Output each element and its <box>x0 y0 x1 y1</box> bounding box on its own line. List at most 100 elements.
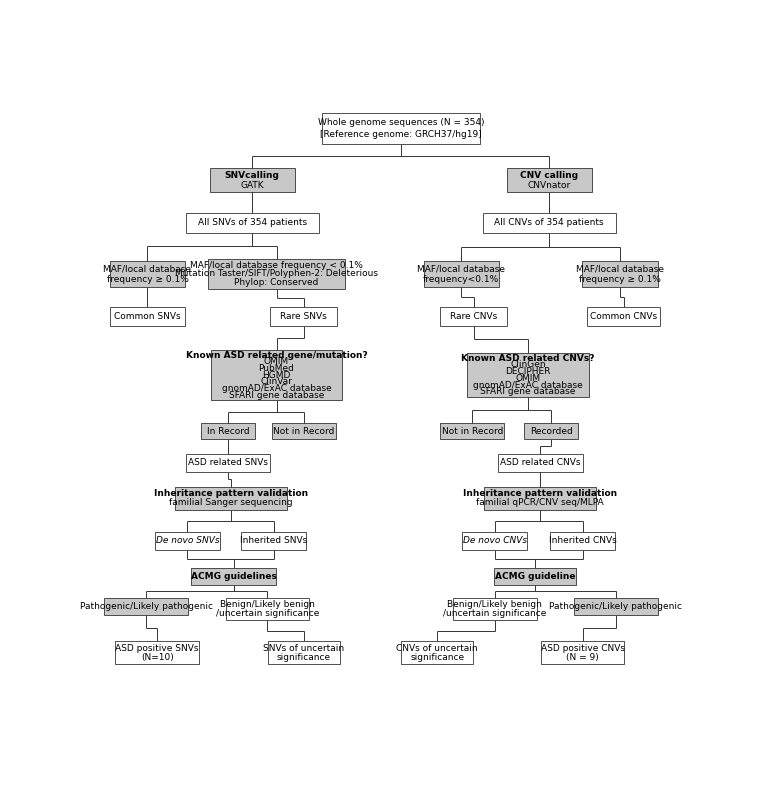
FancyBboxPatch shape <box>440 308 507 326</box>
Text: All CNVs of 354 patients: All CNVs of 354 patients <box>494 218 604 227</box>
Text: Pathogenic/Likely pathogenic: Pathogenic/Likely pathogenic <box>80 602 213 611</box>
Text: GATK: GATK <box>241 180 264 190</box>
FancyBboxPatch shape <box>105 598 188 615</box>
FancyBboxPatch shape <box>115 642 199 664</box>
Text: OMIM: OMIM <box>264 358 289 366</box>
Text: DECIPHER: DECIPHER <box>505 367 551 377</box>
FancyBboxPatch shape <box>494 568 576 585</box>
Text: Rare CNVs: Rare CNVs <box>450 312 497 321</box>
FancyBboxPatch shape <box>185 454 271 472</box>
FancyBboxPatch shape <box>175 486 287 509</box>
Text: ACMG guideline: ACMG guideline <box>495 572 576 581</box>
FancyBboxPatch shape <box>468 353 589 397</box>
Text: ACMG guidelines: ACMG guidelines <box>191 572 277 581</box>
Text: SFARI gene database: SFARI gene database <box>229 391 325 399</box>
FancyBboxPatch shape <box>541 642 624 664</box>
Text: SNVcalling: SNVcalling <box>225 171 280 180</box>
FancyBboxPatch shape <box>208 259 345 290</box>
Text: gnomAD/ExAC database: gnomAD/ExAC database <box>221 384 332 393</box>
Text: CNV calling: CNV calling <box>520 171 579 180</box>
FancyBboxPatch shape <box>271 308 337 326</box>
Text: MAF/local database: MAF/local database <box>418 264 505 274</box>
Text: Known ASD related CNVs?: Known ASD related CNVs? <box>461 354 595 363</box>
FancyBboxPatch shape <box>401 642 473 664</box>
FancyBboxPatch shape <box>155 532 221 550</box>
Text: Benign/Likely benign: Benign/Likely benign <box>220 600 315 609</box>
Text: familial qPCR/CNV seq/MLPA: familial qPCR/CNV seq/MLPA <box>476 498 604 507</box>
Text: Recorded: Recorded <box>529 426 572 436</box>
Text: ClinVar: ClinVar <box>260 377 292 386</box>
Text: Common CNVs: Common CNVs <box>590 312 658 321</box>
FancyBboxPatch shape <box>550 532 615 550</box>
Text: OMIM: OMIM <box>515 374 540 383</box>
Text: Benign/Likely benign: Benign/Likely benign <box>447 600 542 609</box>
FancyBboxPatch shape <box>440 423 504 439</box>
Text: (N=10): (N=10) <box>141 653 174 662</box>
Text: In Record: In Record <box>206 426 249 436</box>
Text: MAF/local database: MAF/local database <box>576 264 664 274</box>
Text: MAF/local database frequency < 0.1%: MAF/local database frequency < 0.1% <box>190 261 363 270</box>
Text: Not in Record: Not in Record <box>273 426 335 436</box>
FancyBboxPatch shape <box>524 423 579 439</box>
Text: Inherited SNVs: Inherited SNVs <box>240 536 307 545</box>
Text: (N = 9): (N = 9) <box>566 653 599 662</box>
Text: SFARI gene database: SFARI gene database <box>480 388 576 396</box>
Text: /uncertain significance: /uncertain significance <box>216 609 319 618</box>
FancyBboxPatch shape <box>453 598 536 620</box>
Text: ClinGen: ClinGen <box>510 361 546 369</box>
Text: ASD positive CNVs: ASD positive CNVs <box>540 644 625 653</box>
Text: Pathogenic/Likely pathogenic: Pathogenic/Likely pathogenic <box>550 602 683 611</box>
Text: Rare SNVs: Rare SNVs <box>281 312 327 321</box>
Text: gnomAD/ExAC database: gnomAD/ExAC database <box>473 380 583 390</box>
FancyBboxPatch shape <box>484 486 596 509</box>
Text: Common SNVs: Common SNVs <box>114 312 181 321</box>
FancyBboxPatch shape <box>268 642 339 664</box>
FancyBboxPatch shape <box>241 532 307 550</box>
FancyBboxPatch shape <box>462 532 527 550</box>
FancyBboxPatch shape <box>226 598 309 620</box>
Text: Phylop: Conserved: Phylop: Conserved <box>235 278 319 287</box>
Text: MAF/local database: MAF/local database <box>103 264 192 274</box>
Text: Inheritance pattern validation: Inheritance pattern validation <box>463 489 617 498</box>
Text: significance: significance <box>410 653 465 662</box>
Text: De novo CNVs: De novo CNVs <box>463 536 527 545</box>
FancyBboxPatch shape <box>191 568 276 585</box>
FancyBboxPatch shape <box>574 598 658 615</box>
FancyBboxPatch shape <box>507 168 592 192</box>
Text: De novo SNVs: De novo SNVs <box>156 536 219 545</box>
Text: frequency<0.1%: frequency<0.1% <box>423 274 500 284</box>
Text: frequency ≥ 0.1%: frequency ≥ 0.1% <box>579 274 661 284</box>
Text: HGMD: HGMD <box>262 371 291 380</box>
Text: PubMed: PubMed <box>259 364 295 373</box>
FancyBboxPatch shape <box>201 423 256 439</box>
FancyBboxPatch shape <box>109 308 185 326</box>
FancyBboxPatch shape <box>272 423 335 439</box>
FancyBboxPatch shape <box>322 113 479 144</box>
Text: Known ASD related gene/mutation?: Known ASD related gene/mutation? <box>185 350 368 360</box>
FancyBboxPatch shape <box>109 261 185 287</box>
Text: /uncertain significance: /uncertain significance <box>443 609 547 618</box>
Text: significance: significance <box>277 653 331 662</box>
Text: Inheritance pattern validation: Inheritance pattern validation <box>154 489 308 498</box>
Text: Not in Record: Not in Record <box>442 426 503 436</box>
FancyBboxPatch shape <box>498 454 583 472</box>
Text: frequency ≥ 0.1%: frequency ≥ 0.1% <box>106 274 188 284</box>
FancyBboxPatch shape <box>424 261 499 287</box>
Text: Mutation Taster/SIFT/Polyphen-2: Deleterious: Mutation Taster/SIFT/Polyphen-2: Deleter… <box>175 270 378 278</box>
FancyBboxPatch shape <box>185 213 319 233</box>
Text: ASD positive SNVs: ASD positive SNVs <box>116 644 199 653</box>
Text: SNVs of uncertain: SNVs of uncertain <box>264 644 344 653</box>
Text: Whole genome sequences (N = 354): Whole genome sequences (N = 354) <box>317 118 484 127</box>
Text: CNVs of uncertain: CNVs of uncertain <box>396 644 478 653</box>
FancyBboxPatch shape <box>482 213 616 233</box>
FancyBboxPatch shape <box>210 168 295 192</box>
Text: CNVnator: CNVnator <box>528 180 571 190</box>
FancyBboxPatch shape <box>583 261 658 287</box>
Text: Inherited CNVs: Inherited CNVs <box>549 536 616 545</box>
Text: All SNVs of 354 patients: All SNVs of 354 patients <box>198 218 307 227</box>
Text: familial Sanger sequencing: familial Sanger sequencing <box>169 498 293 507</box>
Text: ASD related SNVs: ASD related SNVs <box>188 458 268 467</box>
FancyBboxPatch shape <box>587 308 660 326</box>
Text: [Reference genome: GRCH37/hg19]: [Reference genome: GRCH37/hg19] <box>320 130 482 139</box>
Text: ASD related CNVs: ASD related CNVs <box>500 458 580 467</box>
